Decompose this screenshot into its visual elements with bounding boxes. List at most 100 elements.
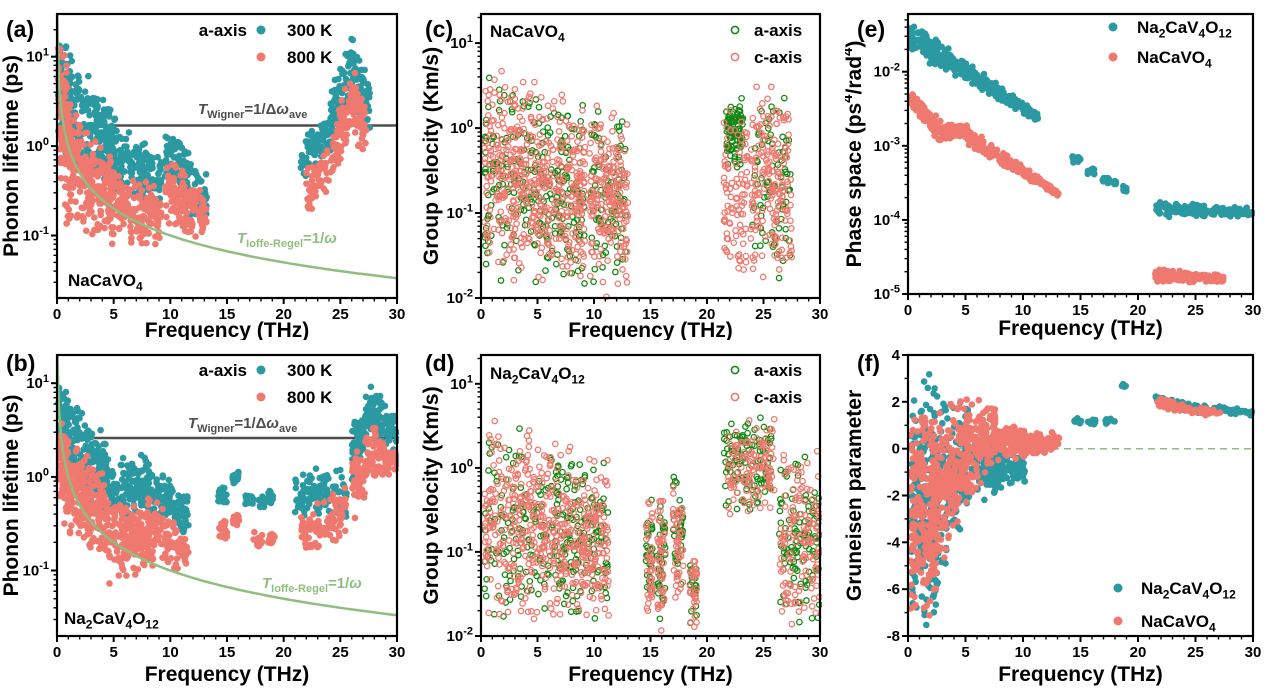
material-label: Na2CaV4O12 [490, 364, 585, 387]
x-tick-label: 20 [699, 306, 716, 323]
x-tick-label: 30 [1245, 644, 1262, 661]
legend-f: Na2CaV4O12 NaCaVO4 [1113, 579, 1236, 635]
x-tick-label: 10 [1015, 302, 1032, 319]
y-tick-label: -2 [887, 488, 900, 505]
axes-d: 0 5 10 15 20 25 30 10-2 10-1 100 101 [447, 357, 829, 661]
x-tick-label: 10 [586, 644, 603, 661]
series-e-0 [907, 23, 1255, 221]
legend-e: Na2CaV4O12 NaCaVO4 [1108, 18, 1232, 71]
x-tick-label: 25 [332, 644, 349, 661]
y-tick-label: 10-1 [447, 203, 473, 222]
ioffe-regel-curve [56, 355, 398, 617]
legend-prefix: a-axis [199, 361, 247, 380]
x-tick-label: 25 [332, 306, 349, 323]
material-label: NaCaVO4 [68, 271, 143, 294]
panel-letter: (d) [425, 350, 454, 376]
y-tick-label: 10-1 [447, 542, 473, 561]
y-tick-label: 10-5 [874, 284, 900, 303]
x-tick-label: 0 [53, 306, 61, 323]
legend-marker [730, 52, 740, 62]
axes-b: 0 5 10 15 20 25 30 10-1 100 101 [23, 373, 406, 661]
x-tick-label: 15 [642, 306, 659, 323]
x-axis-label: Frequency (THz) [568, 663, 733, 686]
y-tick-label: 10-4 [874, 210, 901, 229]
panel-letter: (e) [857, 16, 885, 42]
x-tick-label: 25 [755, 644, 772, 661]
panel-a-phonon-lifetime-nacavo4: 0 5 10 15 20 25 30 10-1 100 101 Frequency (THz) Pho… [0, 0, 420, 342]
legend-label: a-axis [754, 361, 802, 380]
legend-label: 800 K [287, 388, 333, 407]
x-tick-label: 30 [389, 644, 406, 661]
x-tick-label: 10 [162, 644, 179, 661]
chart-e: 0 5 10 15 20 25 30 10-5 10-4 10-3 10-2 Frequency (T… [839, 12, 1262, 340]
y-axis-label: Phonon lifetime (ps) [0, 55, 23, 257]
legend-label: 300 K [287, 361, 333, 380]
series-e-1 [907, 91, 1227, 286]
x-axis-label: Frequency (THz) [145, 663, 310, 686]
x-tick-label: 15 [219, 306, 236, 323]
y-tick-label: 100 [26, 136, 49, 155]
material-label: Na2CaV4O12 [64, 609, 159, 632]
panel-b-phonon-lifetime-na2cav4o12: 0 5 10 15 20 25 30 10-1 100 101 Frequency (THz) Pho… [0, 340, 420, 694]
x-tick-label: 15 [1072, 302, 1089, 319]
y-tick-label: -6 [887, 581, 900, 598]
legend-marker [730, 392, 740, 402]
legend-label: NaCaVO4 [1141, 612, 1216, 635]
y-tick-label: 2 [892, 394, 900, 411]
x-tick-label: 0 [53, 644, 61, 661]
x-tick-label: 0 [477, 644, 485, 661]
x-tick-label: 5 [961, 644, 969, 661]
y-tick-label: 10-2 [447, 288, 473, 307]
x-tick-label: 30 [812, 644, 829, 661]
y-tick-label: 10-2 [874, 61, 900, 80]
x-tick-label: 15 [219, 644, 236, 661]
legend-label: Na2CaV4O12 [1141, 579, 1236, 602]
x-tick-label: 5 [533, 306, 541, 323]
x-tick-label: 30 [389, 306, 406, 323]
axes-e: 0 5 10 15 20 25 30 10-5 10-4 10-3 10-2 [874, 19, 1262, 319]
legend-prefix: a-axis [199, 21, 247, 40]
y-axis-label: Gruneisen parameter [845, 390, 866, 601]
x-tick-label: 5 [109, 644, 117, 661]
legend-marker [256, 25, 266, 35]
y-tick-label: 10-1 [23, 225, 49, 244]
legend-label: c-axis [754, 48, 802, 67]
panel-letter: (c) [425, 16, 453, 42]
panel-d-group-velocity-na2cav4o12: 0 5 10 15 20 25 30 10-2 10-1 100 101 Frequency (THz… [420, 340, 845, 694]
y-tick-label: 4 [892, 347, 901, 364]
ioffe-regel-curve [56, 14, 398, 280]
panel-letter: (b) [6, 350, 35, 376]
legend-marker [1108, 52, 1118, 62]
x-tick-label: 0 [904, 644, 912, 661]
y-axis-label: Phonon lifetime (ps) [0, 395, 23, 597]
chart-b: 0 5 10 15 20 25 30 10-1 100 101 Frequency (THz) Pho… [0, 350, 406, 686]
x-tick-label: 20 [699, 644, 716, 661]
legend-label: Na2CaV4O12 [1137, 18, 1232, 41]
x-tick-label: 10 [1015, 644, 1032, 661]
legend-marker [256, 392, 266, 402]
legend-label: 300 K [287, 21, 333, 40]
chart-f: 0 5 10 15 20 25 30 -8 -6 -4 -2 0 2 4 Frequency (THz) Gr… [843, 347, 1262, 686]
panel-letter: (f) [857, 350, 880, 376]
y-tick-label: 10-3 [874, 135, 900, 154]
chart-a: 0 5 10 15 20 25 30 10-1 100 101 Frequency (THz) Pho… [0, 12, 406, 342]
axes-a: 0 5 10 15 20 25 30 10-1 100 101 [23, 29, 406, 323]
x-tick-label: 5 [961, 302, 969, 319]
legend-c: a-axis c-axis [730, 21, 802, 67]
legend-label: a-axis [754, 21, 802, 40]
legend-b: a-axis 300 K 800 K [199, 361, 333, 407]
x-tick-label: 15 [1072, 644, 1089, 661]
x-tick-label: 20 [1130, 644, 1147, 661]
y-tick-label: 101 [450, 373, 473, 392]
x-tick-label: 30 [1245, 302, 1262, 319]
legend-marker [1113, 583, 1123, 593]
x-tick-label: 25 [1187, 302, 1204, 319]
x-axis-label: Frequency (THz) [998, 663, 1163, 686]
y-tick-label: -8 [887, 628, 900, 645]
legend-label: 800 K [287, 48, 333, 67]
axes-f: 0 5 10 15 20 25 30 -8 -6 -4 -2 0 2 4 [887, 347, 1262, 661]
legend-marker [256, 52, 266, 62]
y-tick-label: 10-1 [23, 560, 49, 579]
wigner-label: TWigner=1/Δωave [198, 101, 307, 121]
